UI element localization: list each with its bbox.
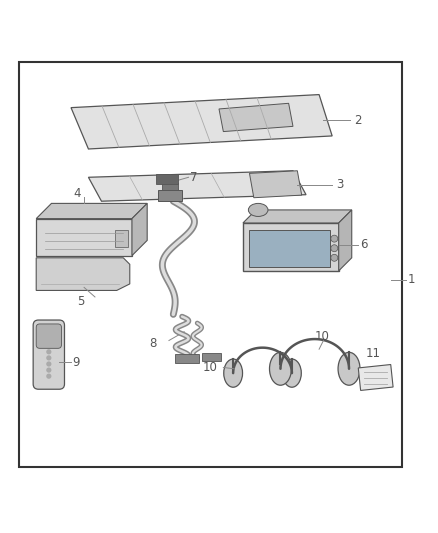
Circle shape (46, 356, 51, 360)
Bar (19, 62, 402, 467)
Text: 5: 5 (78, 295, 85, 308)
Circle shape (331, 245, 338, 252)
Polygon shape (243, 223, 339, 271)
Text: 1: 1 (407, 273, 415, 286)
FancyBboxPatch shape (33, 320, 64, 389)
Circle shape (46, 349, 51, 354)
Text: 6: 6 (360, 238, 368, 251)
Bar (162, 182, 178, 190)
Polygon shape (219, 103, 293, 132)
Text: 3: 3 (336, 178, 344, 191)
Ellipse shape (248, 204, 268, 216)
Bar (158, 190, 182, 201)
Text: 10: 10 (202, 361, 217, 374)
Bar (201, 353, 221, 361)
Text: 2: 2 (354, 114, 361, 127)
Text: 10: 10 (315, 329, 330, 343)
Bar (176, 353, 199, 363)
Circle shape (46, 367, 51, 373)
Ellipse shape (283, 359, 301, 387)
Polygon shape (132, 204, 147, 256)
Polygon shape (36, 258, 130, 290)
Bar (115, 230, 127, 247)
Circle shape (331, 254, 338, 261)
Text: 9: 9 (72, 356, 80, 369)
Polygon shape (250, 230, 330, 266)
Text: 7: 7 (190, 171, 198, 184)
Polygon shape (36, 219, 132, 256)
Ellipse shape (224, 359, 243, 387)
Text: 4: 4 (73, 187, 81, 200)
Polygon shape (243, 210, 352, 223)
Bar (156, 174, 178, 184)
Text: 8: 8 (149, 337, 157, 351)
Polygon shape (88, 171, 306, 201)
Polygon shape (250, 171, 302, 198)
Text: 11: 11 (366, 347, 381, 360)
Circle shape (46, 374, 51, 379)
Circle shape (46, 361, 51, 367)
Polygon shape (339, 210, 352, 271)
Polygon shape (358, 365, 393, 391)
Ellipse shape (338, 352, 360, 385)
FancyBboxPatch shape (36, 324, 61, 349)
Polygon shape (71, 94, 332, 149)
Circle shape (331, 235, 338, 242)
Polygon shape (36, 204, 147, 219)
Ellipse shape (269, 352, 291, 385)
